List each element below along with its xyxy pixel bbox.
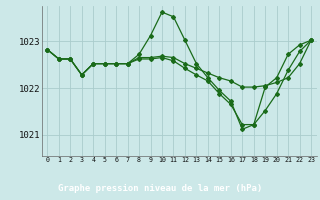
Text: Graphe pression niveau de la mer (hPa): Graphe pression niveau de la mer (hPa) bbox=[58, 184, 262, 193]
